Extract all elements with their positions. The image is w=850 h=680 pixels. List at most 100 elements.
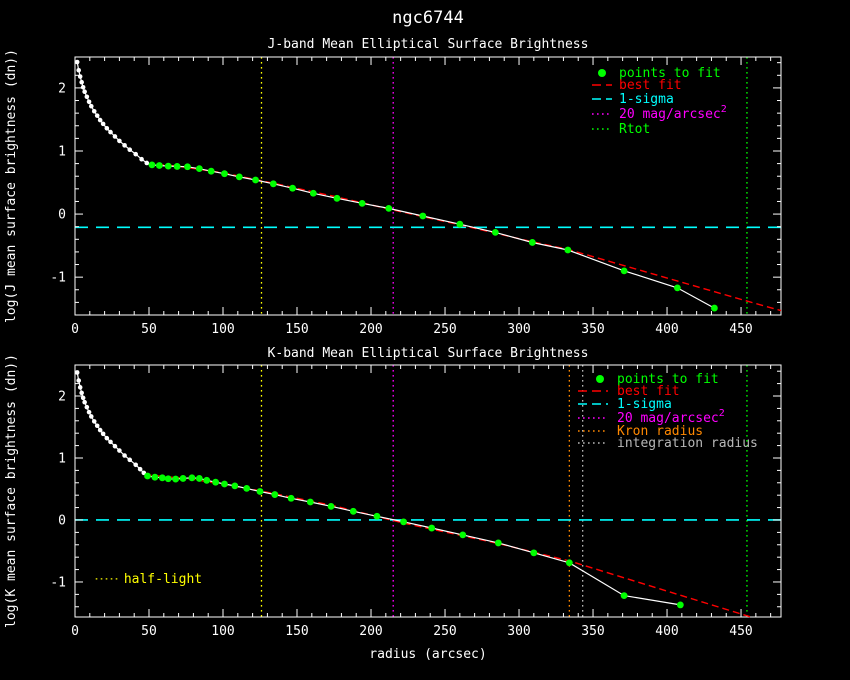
fit-point — [269, 180, 277, 188]
x-tick-label: 150 — [285, 624, 308, 639]
profile-point — [139, 156, 144, 162]
fit-point — [231, 482, 239, 490]
profile-point — [104, 125, 110, 131]
fit-point — [400, 518, 407, 526]
fit-point — [164, 475, 172, 483]
x-tick-label: 50 — [141, 322, 157, 337]
fit-point — [373, 512, 381, 520]
x-tick-label: 350 — [581, 624, 604, 639]
fit-point — [287, 494, 295, 502]
y-tick-label: 2 — [58, 81, 66, 96]
fit-point — [385, 204, 393, 212]
profile-point — [122, 453, 127, 458]
legend-label-integration-radius: integration radius — [617, 436, 758, 451]
y-axis-ticks: -1 0 1 2 — [50, 370, 781, 608]
fit-point — [207, 167, 215, 175]
fit-point — [349, 507, 357, 515]
fit-point — [188, 474, 196, 482]
legend-label-kron-radius: Kron radius — [617, 424, 703, 439]
profile-point — [88, 414, 94, 419]
profile-point — [108, 439, 113, 445]
x-axis-ticks: 0 50 100 150 200 250 300 350 400 450 — [71, 57, 772, 337]
x-tick-label: 100 — [211, 322, 234, 337]
legend-label-20-mag-arcsec: 20 mag/arcsec2 — [619, 104, 727, 122]
profile-point — [127, 457, 133, 463]
legend-label-20-mag-arcsec: 20 mag/arcsec2 — [617, 408, 725, 426]
x-tick-label: 250 — [433, 322, 456, 337]
profile-point — [91, 419, 97, 424]
legend-label-1-sigma: 1-sigma — [619, 92, 674, 107]
x-axis-label: radius (arcsec) — [369, 647, 486, 662]
fit-point — [676, 601, 684, 609]
fit-point — [172, 475, 180, 483]
fit-point — [620, 592, 628, 600]
fit-point — [306, 498, 314, 506]
profile-point — [77, 385, 83, 390]
profile-point — [91, 108, 97, 114]
fit-point — [358, 199, 366, 207]
profile-markers — [74, 59, 150, 166]
fit-point — [428, 524, 436, 532]
profile-point — [117, 448, 122, 453]
y-tick-label: 1 — [58, 451, 66, 466]
axis-box — [74, 56, 782, 316]
profile-point — [112, 443, 118, 449]
fit-point — [195, 165, 203, 173]
fit-point — [179, 475, 187, 482]
fit-point — [528, 239, 536, 246]
profile-point — [112, 134, 118, 139]
x-tick-label: 0 — [71, 322, 79, 337]
profile-point — [117, 138, 122, 144]
y-tick-label: 0 — [58, 513, 66, 528]
profile-line — [76, 61, 715, 309]
legend-label-points-to-fit: points to fit — [619, 66, 721, 81]
profile-point — [133, 462, 138, 468]
y-tick-label: 0 — [58, 208, 66, 223]
x-tick-label: 350 — [581, 322, 604, 337]
profile-point — [74, 59, 80, 65]
profile-point — [97, 117, 103, 123]
fit-point — [148, 161, 156, 169]
profile-point — [84, 404, 90, 410]
fit-point — [203, 476, 211, 484]
fit-point — [144, 472, 151, 480]
x-tick-label: 100 — [211, 624, 234, 639]
fit-point — [491, 228, 499, 236]
fit-point — [252, 176, 259, 184]
fit-point — [494, 539, 502, 547]
fit-point-markers — [148, 161, 718, 312]
x-tick-label: 300 — [507, 322, 530, 337]
profile-point — [94, 113, 100, 118]
fit-point — [195, 475, 203, 482]
profile-point — [127, 147, 133, 153]
profile-point — [104, 435, 110, 441]
best-fit-line — [144, 474, 751, 618]
profile-point — [97, 427, 103, 433]
panel-title: J-band Mean Elliptical Surface Brightnes… — [268, 37, 589, 52]
legend-marker-dot — [596, 375, 604, 383]
fit-point — [530, 549, 538, 557]
profile-line — [76, 372, 681, 606]
x-tick-label: 450 — [729, 624, 752, 639]
fit-point — [710, 304, 718, 312]
legend-label-best-fit: best fit — [619, 78, 682, 93]
profile-point — [76, 67, 82, 73]
fit-point — [158, 474, 166, 482]
profile-point — [100, 431, 106, 437]
profile-point — [94, 423, 100, 429]
fit-point — [620, 267, 628, 275]
x-tick-label: 150 — [285, 322, 308, 337]
profile-point — [86, 409, 92, 415]
fit-point — [456, 220, 464, 228]
fit-point — [221, 480, 228, 488]
x-tick-label: 400 — [655, 624, 678, 639]
fit-point — [459, 531, 467, 539]
profile-markers — [74, 370, 147, 476]
x-tick-label: 200 — [359, 322, 382, 337]
axis-box — [74, 364, 782, 618]
fit-point — [184, 163, 191, 171]
x-tick-label: 50 — [141, 624, 157, 639]
panel-title: K-band Mean Elliptical Surface Brightnes… — [268, 346, 589, 361]
profile-point — [77, 74, 83, 79]
